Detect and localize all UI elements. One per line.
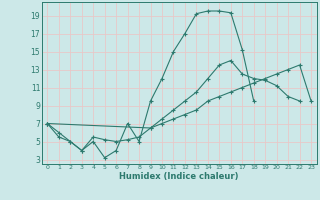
X-axis label: Humidex (Indice chaleur): Humidex (Indice chaleur)	[119, 172, 239, 181]
